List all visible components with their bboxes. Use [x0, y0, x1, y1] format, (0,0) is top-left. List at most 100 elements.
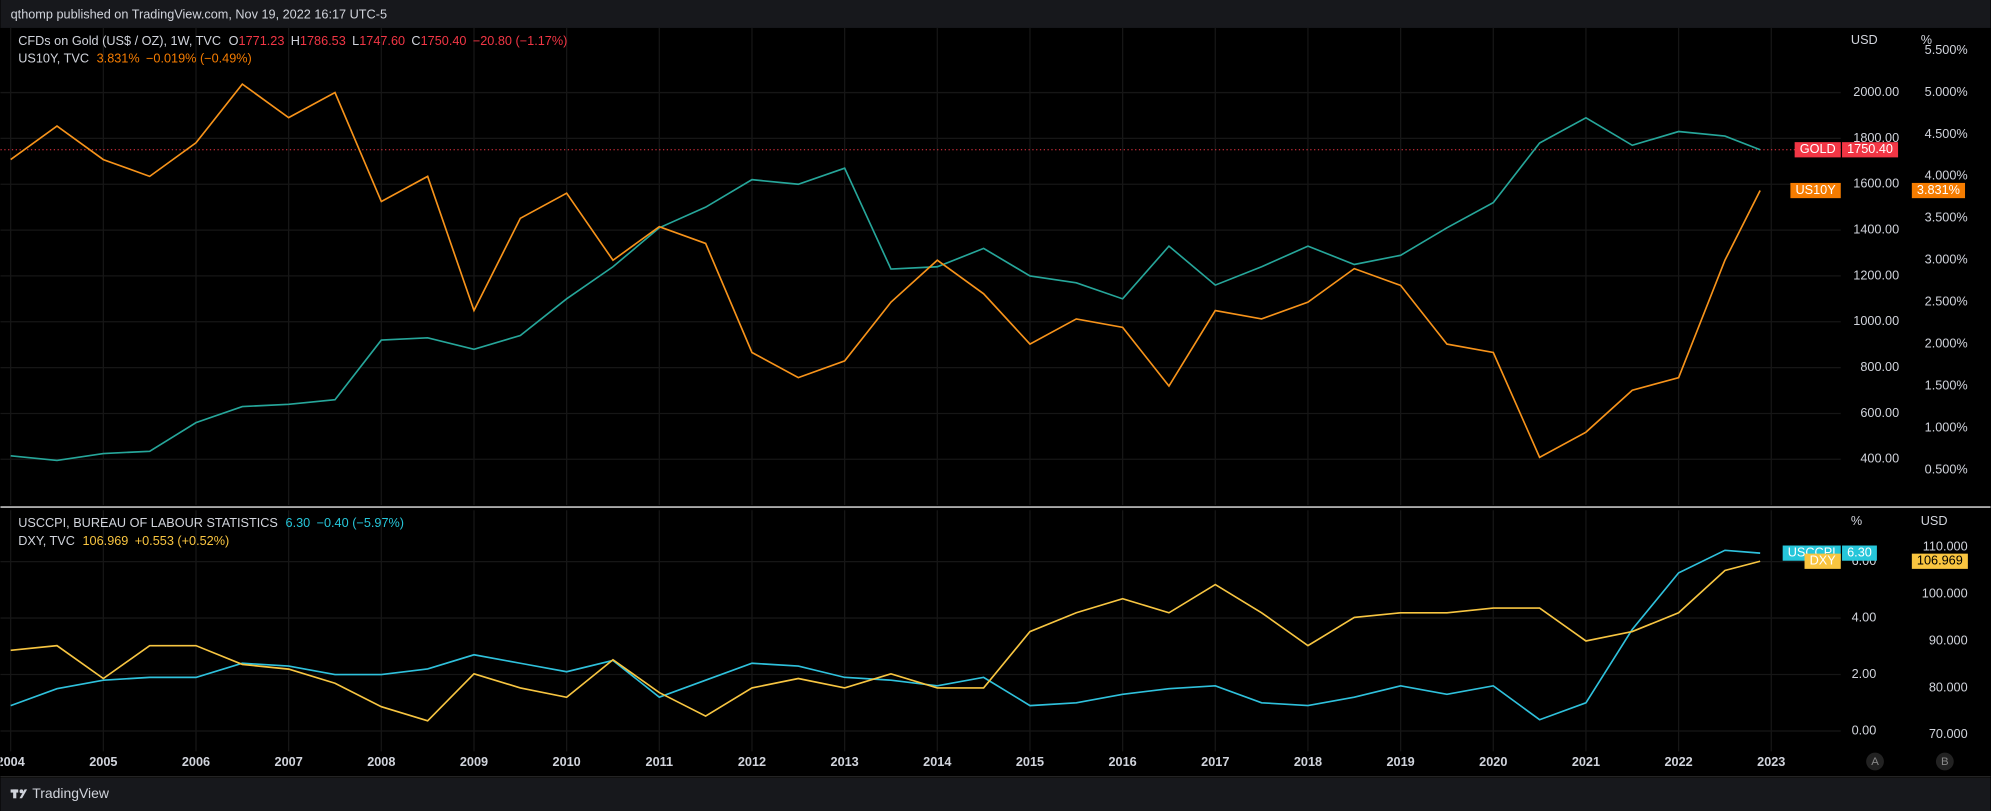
legend-change: −0.019% (−0.49%)	[146, 52, 252, 66]
tv-logo	[10, 789, 28, 799]
axis-unit: %	[1921, 33, 1932, 47]
scale-button[interactable]	[1866, 752, 1884, 771]
x-tick-label: 2012	[738, 755, 766, 769]
y-tick-label: 5.000%	[1925, 85, 1968, 99]
y-tick-label: 400.00	[1860, 452, 1899, 466]
tag-value: 106.969	[1917, 554, 1963, 568]
legend-last: 6.30	[286, 517, 311, 531]
ohlc-key: O	[229, 34, 239, 48]
axis-unit: %	[1851, 514, 1862, 528]
tag-value: 3.831%	[1917, 183, 1960, 197]
y-tick-label: 1.500%	[1925, 378, 1968, 392]
legend-change: −0.40 (−5.97%)	[317, 517, 404, 531]
legend-row: CFDs on Gold (US$ / OZ), 1W, TVC O1771.23…	[18, 34, 567, 48]
x-tick-label: 2014	[923, 755, 951, 769]
tag-name-box	[1794, 142, 1841, 158]
x-tick-label: 2016	[1109, 755, 1137, 769]
tag-name: DXY	[1810, 554, 1837, 568]
scale-button-label[interactable]: B	[1941, 756, 1949, 768]
y-tick-label: 1800.00	[1853, 131, 1899, 145]
y-tick-label: 1000.00	[1853, 314, 1899, 328]
axis-unit: USD	[1921, 514, 1948, 528]
tag-name-box	[1790, 182, 1841, 199]
x-tick-label: 2017	[1201, 755, 1229, 769]
x-tick-label: 2007	[275, 755, 303, 769]
y-tick-label: 100.000	[1922, 586, 1968, 600]
legend-last: 106.969	[83, 534, 129, 548]
x-tick-label: 2005	[89, 755, 117, 769]
series-line	[10, 549, 1761, 721]
y-tick-label: 2.00	[1852, 667, 1877, 681]
ohlc-key: C	[411, 34, 420, 48]
tag-value-box	[1842, 545, 1877, 561]
y-tick-label: 4.000%	[1925, 169, 1968, 183]
x-tick-label: 2020	[1479, 755, 1507, 769]
series-line	[10, 82, 1761, 459]
x-tick-label: 2023	[1757, 755, 1785, 769]
tag-value-box	[1842, 142, 1899, 158]
header-bar	[0, 0, 1991, 28]
x-tick-label: 2004	[0, 755, 25, 769]
y-tick-label: 0.00	[1852, 723, 1877, 737]
x-tick-label: 2013	[831, 755, 859, 769]
ohlc-value: 1747.60	[359, 34, 405, 48]
y-tick-label: 0.500%	[1925, 462, 1968, 476]
legend-change: −20.80 (−1.17%)	[473, 34, 568, 48]
ohlc-key: H	[291, 34, 300, 48]
x-tick-label: 2022	[1664, 755, 1692, 769]
axis-unit: USD	[1851, 33, 1878, 47]
legend-title: DXY, TVC	[18, 534, 75, 548]
y-tick-label: 90.000	[1929, 633, 1968, 647]
y-tick-label: 1600.00	[1853, 177, 1899, 191]
footer-bar	[0, 778, 1991, 811]
tag-value: 6.30	[1847, 545, 1872, 559]
y-tick-label: 800.00	[1860, 360, 1899, 374]
tag-value: 1750.40	[1847, 142, 1893, 156]
y-tick-label: 70.000	[1929, 727, 1968, 741]
legend-row: US10Y, TVC 3.831% −0.019% (−0.49%)	[18, 52, 252, 66]
legend-last: 3.831%	[97, 52, 140, 66]
y-tick-label: 2.500%	[1925, 295, 1968, 309]
tag-name-box	[1804, 553, 1841, 569]
y-tick-label: 3.500%	[1925, 211, 1968, 225]
ohlc-value: 1786.53	[300, 34, 346, 48]
y-tick-label: 5.500%	[1925, 43, 1968, 57]
x-tick-label: 2018	[1294, 755, 1322, 769]
y-tick-label: 3.000%	[1925, 253, 1968, 267]
series-line	[10, 560, 1761, 722]
y-tick-label: 2000.00	[1853, 85, 1899, 99]
x-tick-label: 2008	[367, 755, 395, 769]
legend-title: USCCPI, BUREAU OF LABOUR STATISTICS	[18, 517, 278, 531]
ohlc-value: 1771.23	[239, 34, 285, 48]
footer-brand: TradingView	[32, 785, 110, 801]
tag-name: GOLD	[1800, 142, 1836, 156]
legend-title: CFDs on Gold (US$ / OZ), 1W, TVC	[18, 34, 221, 48]
tag-value-box	[1911, 553, 1968, 569]
x-tick-label: 2021	[1572, 755, 1600, 769]
x-tick-label: 2010	[553, 755, 581, 769]
scale-button-label[interactable]: A	[1871, 756, 1879, 768]
y-tick-label: 80.000	[1929, 680, 1968, 694]
x-tick-label: 2009	[460, 755, 488, 769]
legend-change: +0.553 (+0.52%)	[135, 534, 230, 548]
scale-button[interactable]	[1935, 752, 1954, 771]
ohlc-key: L	[352, 34, 359, 48]
y-tick-label: 1.000%	[1925, 420, 1968, 434]
y-tick-label: 4.500%	[1925, 127, 1968, 141]
x-tick-label: 2015	[1016, 755, 1044, 769]
y-tick-label: 4.00	[1852, 610, 1877, 624]
y-tick-label: 1400.00	[1853, 222, 1899, 236]
y-tick-label: 600.00	[1860, 406, 1899, 420]
series-line	[10, 116, 1761, 462]
legend-row: DXY, TVC 106.969 +0.553 (+0.52%)	[18, 534, 229, 548]
y-tick-label: 1200.00	[1853, 268, 1899, 282]
legend-title: US10Y, TVC	[18, 52, 89, 66]
legend-row: USCCPI, BUREAU OF LABOUR STATISTICS 6.30−…	[18, 517, 404, 531]
tag-name: US10Y	[1795, 183, 1836, 197]
x-tick-label: 2006	[182, 755, 210, 769]
y-tick-label: 110.000	[1923, 539, 1968, 553]
x-tick-label: 2011	[646, 755, 674, 769]
y-tick-label: 2.000%	[1925, 336, 1968, 350]
